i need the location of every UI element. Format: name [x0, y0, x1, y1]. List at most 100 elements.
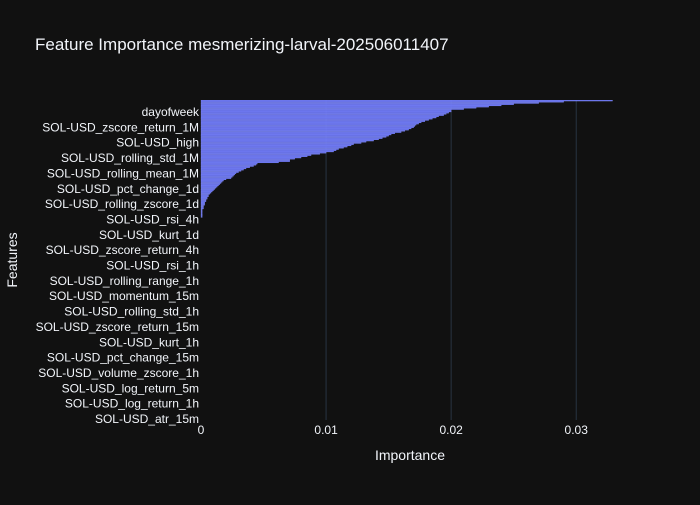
importance-bar[interactable]	[200, 175, 234, 177]
importance-bar[interactable]	[200, 101, 564, 103]
importance-bar[interactable]	[200, 103, 514, 105]
importance-bar[interactable]	[200, 189, 214, 191]
importance-bar[interactable]	[200, 194, 209, 196]
importance-bar[interactable]	[200, 183, 220, 185]
importance-bar[interactable]	[200, 133, 392, 136]
importance-bar[interactable]	[200, 165, 254, 167]
importance-bar[interactable]	[200, 121, 422, 124]
importance-bar[interactable]	[200, 154, 312, 156]
importance-bar[interactable]	[200, 170, 242, 172]
importance-bar[interactable]	[200, 166, 250, 168]
importance-bar[interactable]	[200, 192, 212, 194]
importance-bar[interactable]	[200, 153, 320, 155]
importance-bar[interactable]	[200, 110, 452, 113]
importance-bar[interactable]	[200, 178, 227, 181]
importance-bar[interactable]	[200, 146, 348, 148]
importance-bar[interactable]	[200, 204, 205, 206]
importance-bar[interactable]	[200, 190, 213, 193]
importance-bar[interactable]	[200, 137, 383, 139]
importance-bar[interactable]	[200, 198, 208, 200]
importance-bar[interactable]	[200, 181, 223, 183]
importance-bar[interactable]	[200, 169, 244, 171]
importance-bar[interactable]	[200, 216, 203, 218]
importance-bar[interactable]	[200, 184, 219, 187]
importance-bar[interactable]	[200, 120, 426, 122]
importance-bar[interactable]	[200, 143, 354, 145]
importance-bar[interactable]	[200, 152, 327, 154]
importance-bar[interactable]	[200, 187, 217, 189]
importance-bar[interactable]	[200, 109, 452, 111]
importance-bar[interactable]	[200, 186, 218, 188]
importance-bar[interactable]	[200, 149, 337, 151]
importance-bar[interactable]	[200, 200, 207, 202]
importance-bar[interactable]	[200, 113, 447, 115]
importance-bar[interactable]	[200, 107, 477, 109]
importance-bar[interactable]	[200, 129, 409, 131]
importance-bar[interactable]	[200, 206, 204, 208]
importance-bar[interactable]	[200, 139, 374, 142]
y-tick-label: SOL-USD_rolling_range_1h	[50, 274, 199, 288]
importance-bar[interactable]	[200, 159, 290, 161]
importance-bar[interactable]	[200, 108, 464, 110]
importance-bar[interactable]	[200, 116, 437, 119]
importance-bar[interactable]	[200, 132, 396, 134]
importance-bar[interactable]	[200, 127, 412, 130]
importance-bar[interactable]	[200, 112, 449, 114]
importance-bar[interactable]	[200, 163, 258, 165]
importance-bar[interactable]	[200, 130, 406, 132]
importance-bar[interactable]	[200, 213, 203, 216]
importance-bar[interactable]	[200, 123, 419, 125]
importance-bar[interactable]	[200, 203, 205, 205]
importance-bar[interactable]	[200, 158, 295, 160]
importance-bar[interactable]	[200, 131, 402, 133]
importance-bar[interactable]	[200, 199, 207, 201]
importance-bar[interactable]	[200, 118, 433, 120]
importance-bar[interactable]	[200, 179, 224, 182]
importance-bar[interactable]	[200, 188, 215, 190]
importance-bar[interactable]	[200, 195, 209, 197]
importance-bar[interactable]	[200, 167, 247, 170]
importance-bar[interactable]	[200, 171, 239, 173]
importance-bar[interactable]	[200, 104, 502, 107]
importance-bar[interactable]	[200, 138, 379, 141]
importance-bar[interactable]	[200, 210, 203, 212]
importance-bar[interactable]	[200, 164, 257, 166]
importance-bar[interactable]	[200, 182, 222, 184]
importance-bar[interactable]	[200, 141, 367, 143]
importance-bar[interactable]	[200, 209, 203, 211]
importance-bar[interactable]	[200, 148, 339, 150]
importance-bar[interactable]	[200, 147, 344, 149]
importance-bar[interactable]	[200, 215, 203, 217]
importance-bar[interactable]	[200, 193, 210, 195]
importance-bar[interactable]	[200, 124, 417, 126]
importance-bar[interactable]	[200, 106, 489, 108]
importance-bar[interactable]	[200, 212, 203, 214]
importance-bar[interactable]	[200, 142, 362, 144]
importance-bar[interactable]	[200, 176, 233, 178]
importance-bar[interactable]	[200, 177, 232, 179]
importance-bar[interactable]	[200, 156, 302, 159]
importance-bar[interactable]	[200, 125, 416, 127]
importance-bar[interactable]	[200, 196, 208, 199]
importance-bar[interactable]	[200, 136, 387, 138]
importance-bar[interactable]	[200, 161, 279, 164]
importance-bar[interactable]	[200, 144, 352, 147]
importance-bar[interactable]	[200, 205, 204, 207]
grid-layer	[325, 100, 577, 420]
importance-bar[interactable]	[200, 207, 204, 210]
importance-bar[interactable]	[200, 135, 389, 137]
importance-bar[interactable]	[200, 150, 334, 153]
importance-bar[interactable]	[200, 100, 613, 102]
importance-bar[interactable]	[200, 126, 414, 128]
importance-bar[interactable]	[200, 211, 203, 213]
importance-bar[interactable]	[200, 172, 237, 174]
importance-bar[interactable]	[200, 115, 439, 117]
importance-bar[interactable]	[200, 114, 444, 116]
importance-bar[interactable]	[200, 119, 429, 121]
y-tick-label: SOL-USD_high	[116, 136, 199, 150]
importance-bar[interactable]	[200, 102, 539, 104]
importance-bar[interactable]	[200, 173, 235, 176]
importance-bar[interactable]	[200, 160, 290, 162]
importance-bar[interactable]	[200, 155, 308, 157]
importance-bar[interactable]	[200, 201, 205, 204]
